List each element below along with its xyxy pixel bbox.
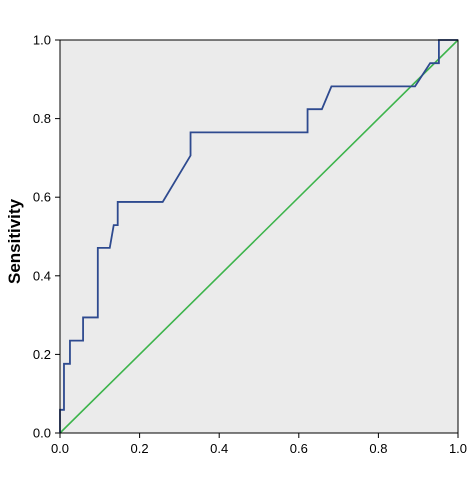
axis-ticks: 0.0 0.2 0.4 0.6 0.8 1.0 0.0 0.2 0.4 0.6 0.8 1.0	[33, 33, 467, 457]
x-tick-label: 0.4	[210, 441, 228, 456]
plot-frame	[59, 39, 459, 434]
y-tick-label: 0.4	[33, 268, 51, 283]
y-tick-label: 0.8	[33, 111, 51, 126]
x-tick-label: 0.6	[290, 441, 308, 456]
y-axis-title: Sensitivity	[5, 198, 24, 284]
y-tick-label: 1.0	[33, 33, 51, 48]
x-tick-label: 1.0	[449, 441, 467, 456]
series-layer	[59, 39, 459, 434]
x-tick-label: 0.2	[131, 441, 149, 456]
y-tick-label: 0.0	[33, 426, 51, 441]
y-tick-label: 0.6	[33, 190, 51, 205]
y-tick-label: 0.2	[33, 347, 51, 362]
roc-curve-line	[59, 39, 458, 433]
x-tick-label: 0.0	[51, 441, 69, 456]
x-tick-label: 0.8	[369, 441, 387, 456]
reference-diagonal-line	[59, 39, 459, 434]
